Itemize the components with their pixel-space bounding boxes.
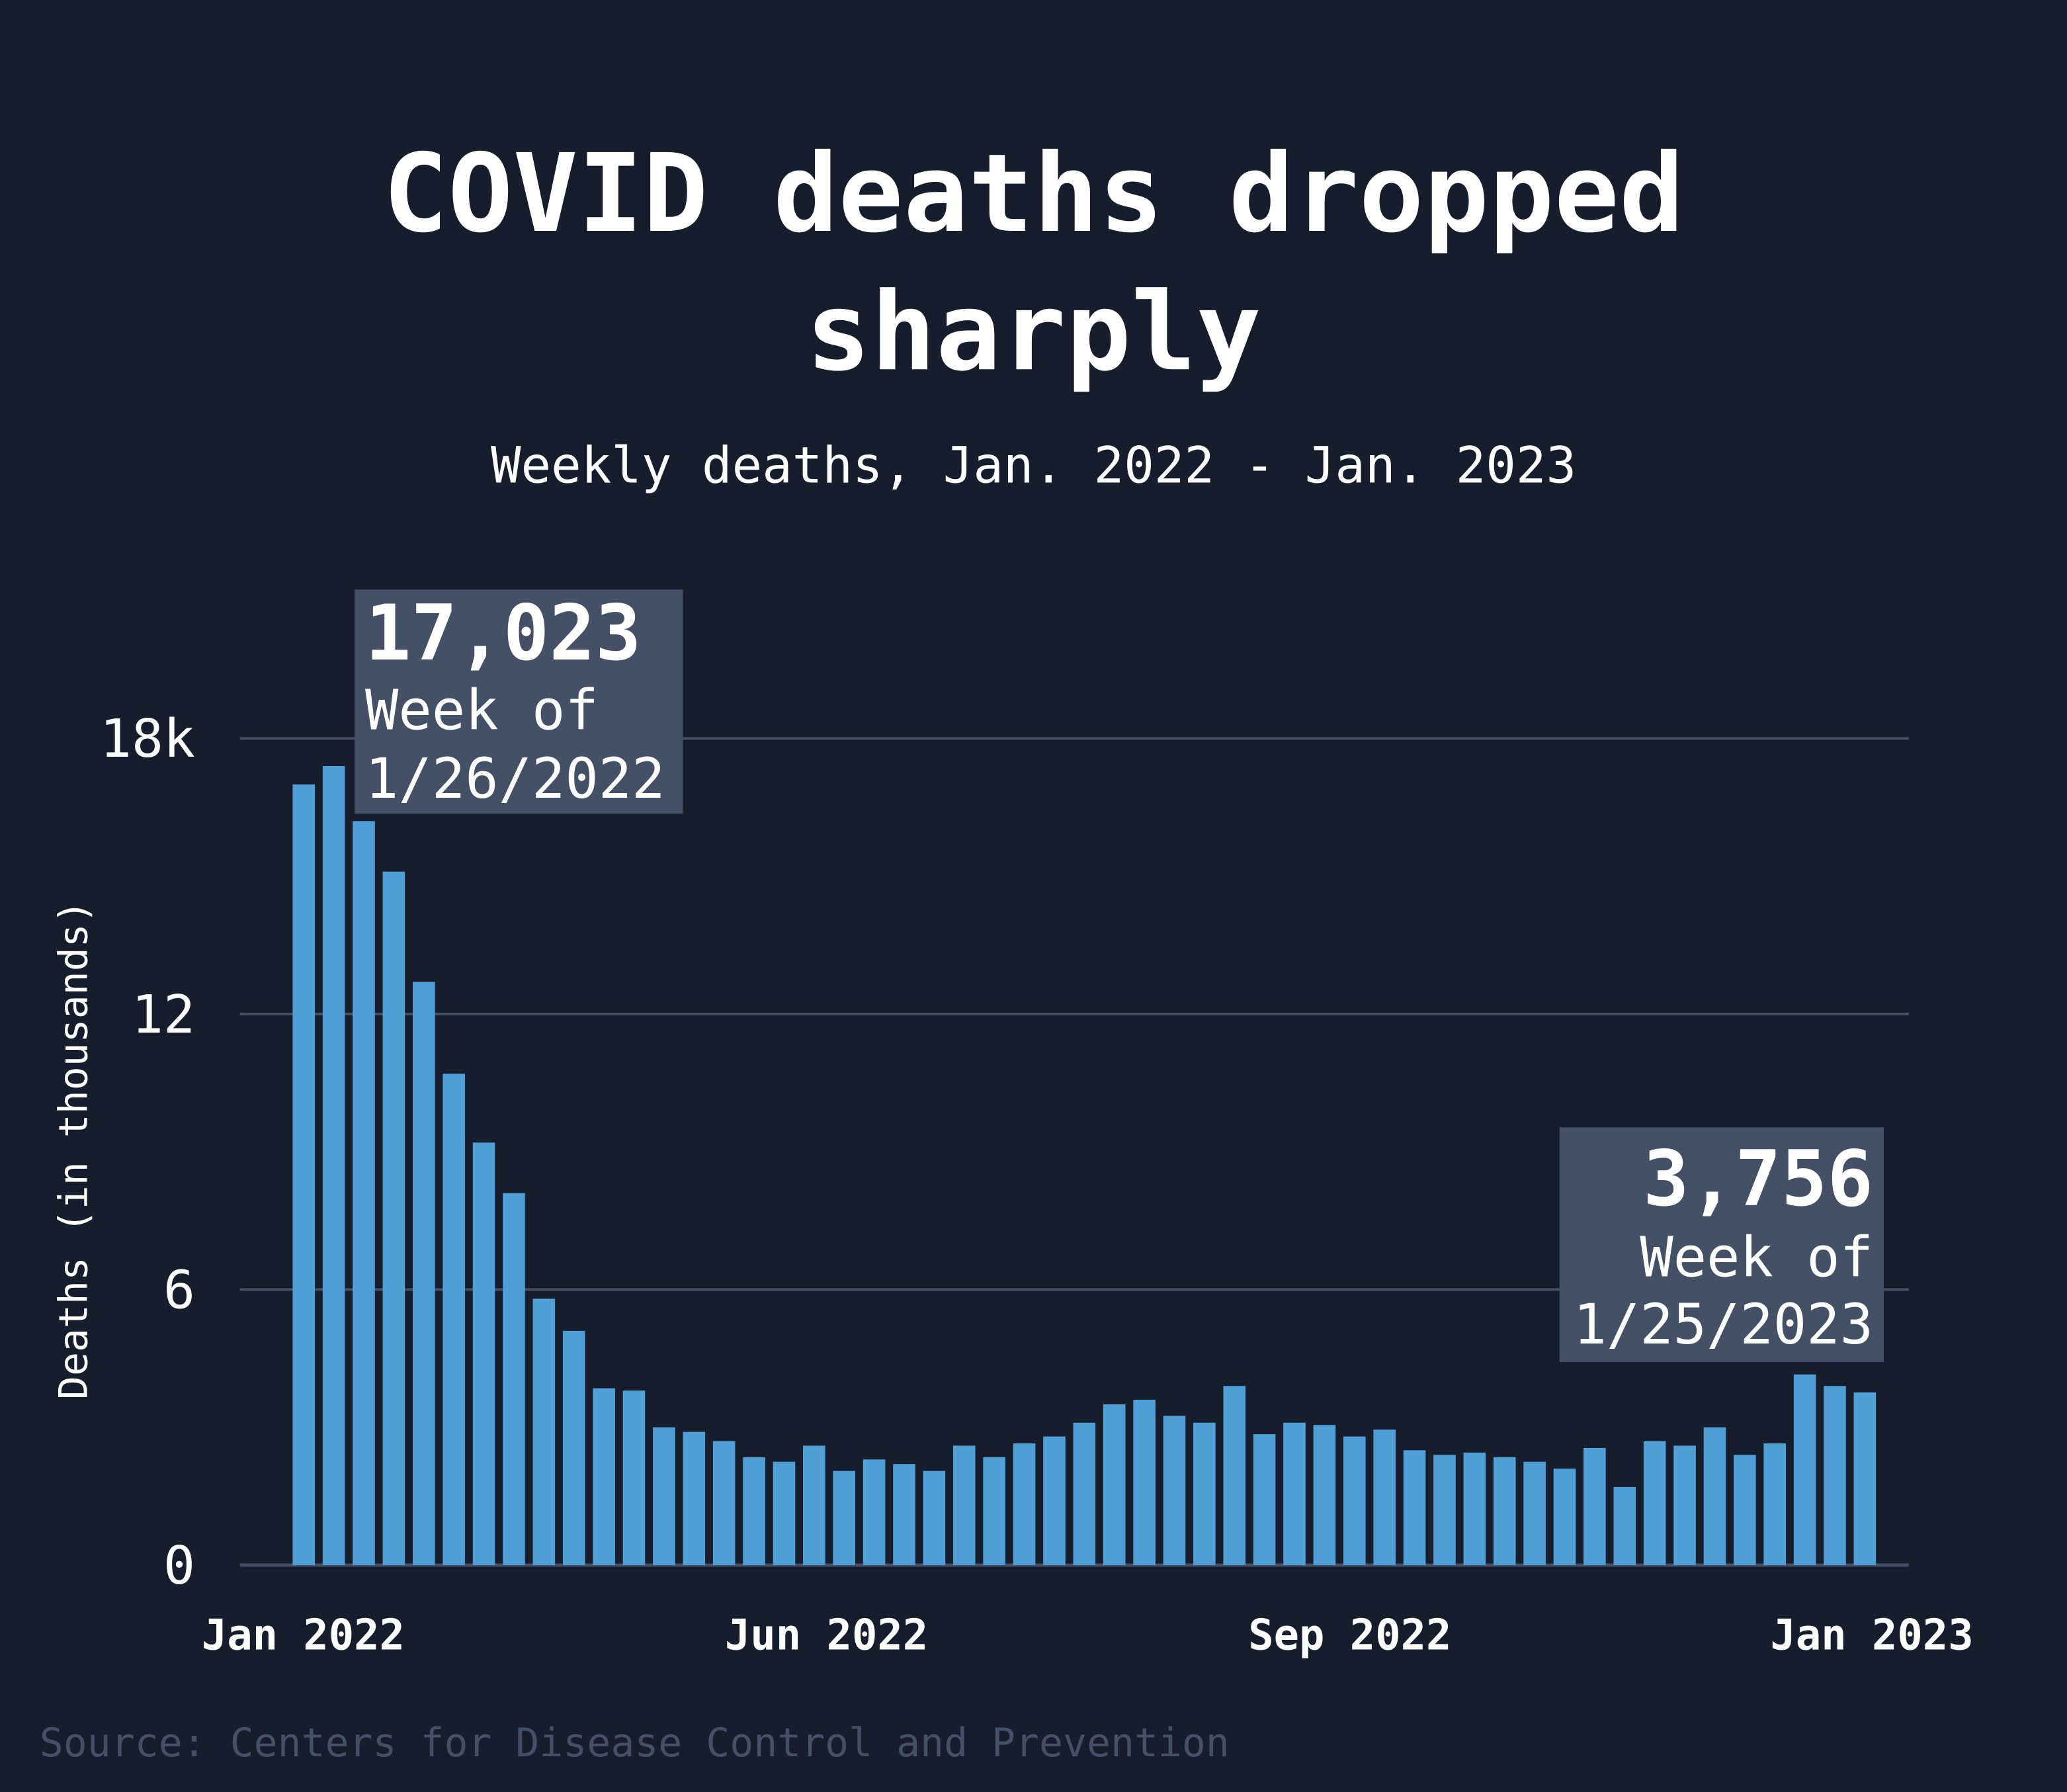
annotation-value: 17,023 [365, 589, 642, 678]
y-tick-label: 18k [100, 708, 195, 769]
bar [1734, 1455, 1756, 1565]
annotation-line2: 1/26/2022 [365, 746, 665, 811]
bar [1313, 1425, 1336, 1565]
x-axis-ticks: Jan 2022 Jun 2022 Sep 2022 Jan 2023 [202, 1611, 1974, 1660]
bar [412, 982, 435, 1565]
bar [1373, 1429, 1396, 1565]
bar [1763, 1443, 1787, 1565]
bar [1253, 1434, 1276, 1565]
y-axis-label: Deaths (in thousands) [52, 900, 97, 1400]
annotation-line1: Week of [1640, 1224, 1873, 1289]
bar [292, 784, 316, 1565]
bar [1463, 1452, 1486, 1565]
y-axis-ticks: 0 6 12 18k [100, 708, 195, 1596]
bar [593, 1388, 615, 1565]
bar [503, 1193, 525, 1565]
bar [443, 1074, 465, 1565]
bar [1523, 1461, 1546, 1565]
bar [1043, 1436, 1066, 1565]
bar [1583, 1447, 1606, 1565]
bar [653, 1427, 675, 1565]
bar [893, 1464, 915, 1565]
bar [923, 1471, 946, 1565]
annotation-box [1559, 1127, 1884, 1363]
bar [1133, 1400, 1156, 1565]
bar [1703, 1427, 1726, 1565]
bar [833, 1471, 856, 1565]
bar [382, 871, 405, 1565]
bar [1493, 1457, 1516, 1565]
x-tick-label: Sep 2022 [1248, 1611, 1451, 1660]
x-tick-label: Jun 2022 [725, 1611, 928, 1660]
bar [1223, 1386, 1246, 1565]
bar [1103, 1404, 1126, 1565]
bar [1403, 1450, 1426, 1565]
bar [1853, 1392, 1877, 1565]
annotation-value: 3,756 [1643, 1135, 1873, 1224]
chart-title-line1: COVID deaths dropped [383, 130, 1685, 257]
chart-subtitle: Weekly deaths, Jan. 2022 - Jan. 2023 [491, 437, 1576, 495]
x-tick-label: Jan 2022 [202, 1611, 405, 1660]
bar [803, 1445, 825, 1565]
bar [1073, 1422, 1096, 1565]
bar [353, 821, 375, 1565]
y-tick-label: 6 [163, 1259, 195, 1320]
source-note: Source: Centers for Disease Control and … [40, 1721, 1230, 1766]
bar [1553, 1469, 1576, 1565]
bar [1283, 1422, 1306, 1565]
x-tick-label: Jan 2023 [1770, 1611, 1973, 1660]
bar [683, 1431, 706, 1565]
chart-title-line2: sharply [806, 269, 1261, 395]
bar [863, 1459, 886, 1565]
bar [322, 765, 345, 1565]
bars [292, 765, 1877, 1565]
bar [983, 1457, 1005, 1565]
bar [1643, 1441, 1666, 1565]
bar [1163, 1416, 1186, 1565]
annotation-line2: 1/25/2023 [1574, 1292, 1873, 1357]
annotation-latest: 3,756 Week of 1/25/2023 [1559, 1127, 1884, 1363]
bar [1673, 1445, 1696, 1565]
y-tick-label: 12 [132, 984, 195, 1045]
bar [1013, 1443, 1036, 1565]
bar [1343, 1436, 1366, 1565]
annotation-line1: Week of [365, 677, 599, 742]
bar [712, 1441, 736, 1565]
bar [622, 1390, 646, 1565]
bar [562, 1330, 585, 1565]
bar [1433, 1455, 1456, 1565]
bar [773, 1461, 796, 1565]
bar [1613, 1486, 1636, 1565]
bar [743, 1457, 765, 1565]
bar [1793, 1374, 1816, 1565]
y-tick-label: 0 [163, 1535, 195, 1596]
annotation-box [355, 589, 683, 814]
bar [1824, 1386, 1846, 1565]
bar [952, 1445, 976, 1565]
bar [532, 1299, 556, 1565]
annotation-peak: 17,023 Week of 1/26/2022 [355, 589, 683, 814]
bar [1193, 1422, 1216, 1565]
bar [472, 1142, 495, 1565]
